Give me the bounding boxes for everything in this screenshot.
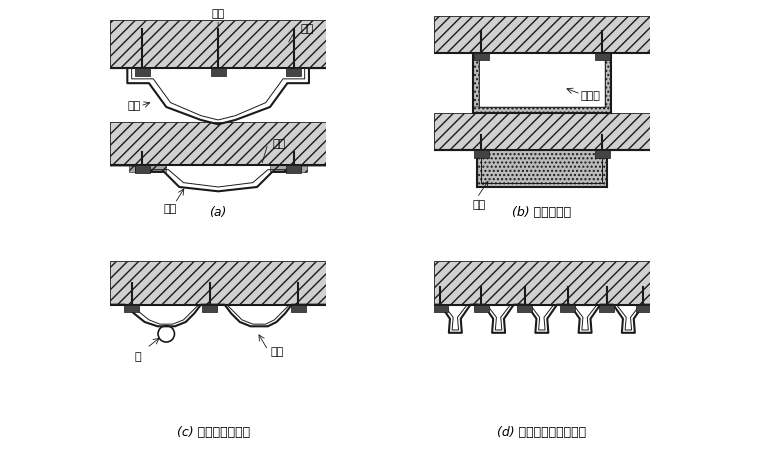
- Bar: [479, 53, 604, 107]
- Text: 夹具: 夹具: [473, 200, 486, 210]
- Bar: [290, 305, 306, 312]
- Bar: [473, 53, 489, 61]
- Bar: [517, 305, 532, 312]
- Text: (d) 管并列呈面状导水者: (d) 管并列呈面状导水者: [497, 426, 587, 439]
- Text: 锚栓: 锚栓: [211, 9, 225, 19]
- Bar: [287, 165, 302, 173]
- Text: (c) 管内可能清扫者: (c) 管内可能清扫者: [177, 426, 250, 439]
- Text: (b) 使用隔热材: (b) 使用隔热材: [512, 206, 572, 219]
- Bar: [560, 305, 575, 312]
- Bar: [479, 53, 604, 107]
- Bar: [473, 150, 489, 158]
- Bar: [473, 305, 489, 312]
- Bar: [434, 113, 650, 150]
- Bar: [135, 165, 150, 173]
- Bar: [473, 53, 479, 107]
- Text: 管: 管: [135, 352, 141, 362]
- Bar: [110, 262, 326, 305]
- Bar: [636, 305, 651, 312]
- Bar: [473, 107, 611, 113]
- Bar: [287, 68, 302, 75]
- Text: 管材: 管材: [127, 101, 141, 111]
- Bar: [211, 68, 226, 75]
- Bar: [477, 150, 606, 187]
- Text: 夹具: 夹具: [164, 204, 177, 214]
- Text: 衬砌: 衬砌: [300, 24, 314, 34]
- Bar: [270, 165, 307, 172]
- Text: 板材: 板材: [272, 139, 286, 149]
- Bar: [434, 262, 650, 305]
- Text: 槽材: 槽材: [270, 347, 283, 357]
- Bar: [135, 68, 150, 75]
- Bar: [432, 305, 448, 312]
- Bar: [604, 53, 611, 107]
- Bar: [595, 53, 610, 61]
- Bar: [110, 122, 326, 165]
- Bar: [599, 305, 614, 312]
- Text: 隔热材: 隔热材: [581, 91, 600, 101]
- Bar: [110, 20, 326, 68]
- Text: (a): (a): [210, 206, 226, 219]
- Bar: [129, 165, 166, 172]
- Bar: [202, 305, 217, 312]
- Bar: [595, 150, 610, 158]
- Bar: [434, 16, 650, 53]
- Bar: [124, 305, 139, 312]
